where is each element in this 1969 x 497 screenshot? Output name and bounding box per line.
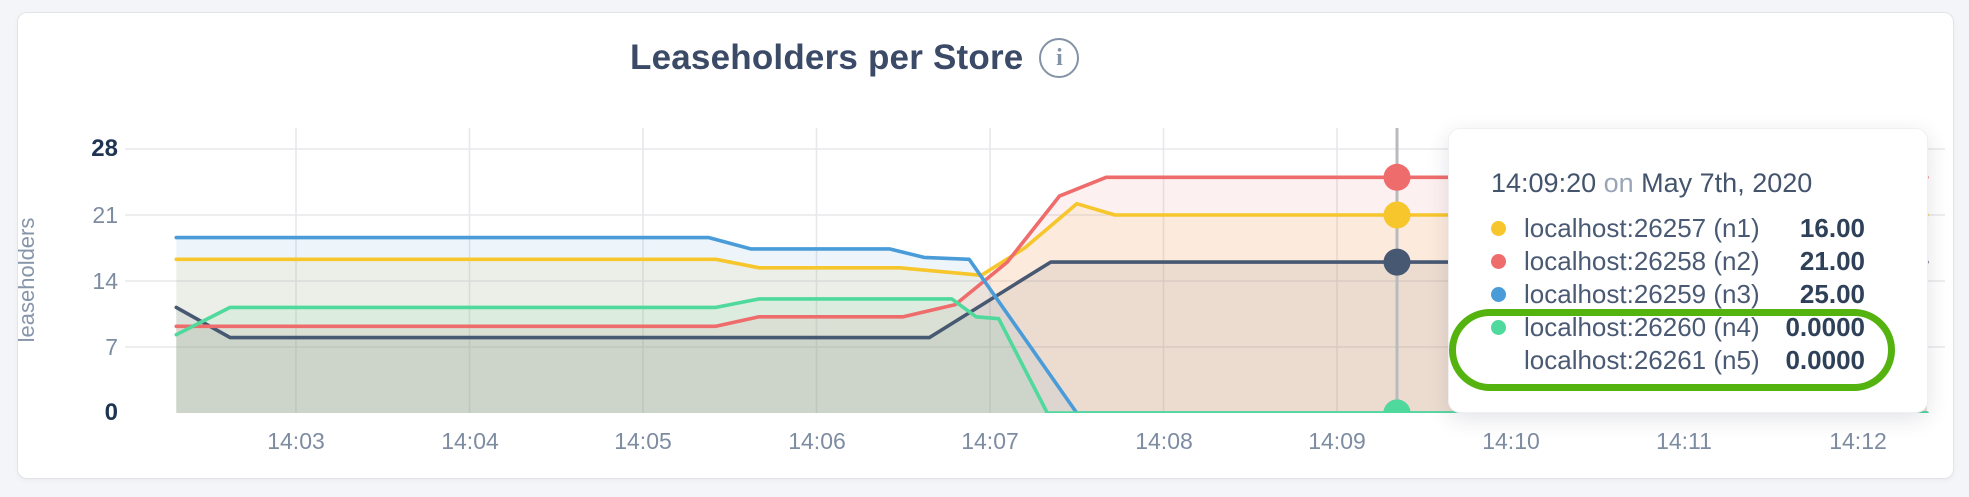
y-tick-28: 28 <box>91 135 118 162</box>
x-tick-1407: 14:07 <box>961 428 1019 454</box>
series-value: 0.0000 <box>1785 312 1865 342</box>
tooltip-row-n1: localhost:26257 (n1) 16.00 <box>1491 212 1865 245</box>
tooltip-row-n5: localhost:26261 (n5) 0.0000 <box>1491 344 1865 377</box>
x-tick-1409: 14:09 <box>1308 428 1366 454</box>
series-value: 16.00 <box>1799 213 1865 243</box>
y-tick-0: 0 <box>104 399 118 426</box>
series-dot-n3 <box>1491 287 1506 302</box>
series-dot-n4 <box>1491 320 1506 335</box>
x-tick-1408: 14:08 <box>1135 428 1193 454</box>
y-tick-21: 21 <box>92 202 118 228</box>
x-tick-1412: 14:12 <box>1829 428 1887 454</box>
series-value: 21.00 <box>1799 246 1865 276</box>
y-tick-7: 7 <box>105 334 118 360</box>
y-axis-title: leaseholders <box>14 217 39 343</box>
series-label: localhost:26261 (n5) <box>1524 345 1760 375</box>
series-label: localhost:26257 (n1) <box>1524 213 1760 243</box>
series-label: localhost:26259 (n3) <box>1524 279 1760 309</box>
x-tick-1410: 14:10 <box>1482 428 1540 454</box>
y-tick-14: 14 <box>92 268 118 294</box>
x-tick-1411: 14:11 <box>1656 428 1712 454</box>
series-label: localhost:26260 (n4) <box>1524 312 1760 342</box>
chart-title-row: Leaseholders per Store i <box>630 38 1080 78</box>
series-label: localhost:26258 (n2) <box>1524 246 1760 276</box>
tooltip-row-n4: localhost:26260 (n4) 0.0000 <box>1491 311 1865 344</box>
series-value: 25.00 <box>1799 279 1865 309</box>
tooltip-timestamp: 14:09:20 on May 7th, 2020 <box>1491 168 1813 198</box>
series-value: 0.0000 <box>1785 345 1865 375</box>
tooltip-row-n2: localhost:26258 (n2) 21.00 <box>1491 245 1865 278</box>
x-tick-1405: 14:05 <box>614 428 672 454</box>
series-dot-n2 <box>1491 254 1506 269</box>
info-icon[interactable]: i <box>1039 38 1080 78</box>
x-tick-1404: 14:04 <box>441 428 499 454</box>
series-dot-n5 <box>1491 353 1506 368</box>
hover-tooltip: 14:09:20 on May 7th, 2020 localhost:2625… <box>1448 128 1928 413</box>
chart-title: Leaseholders per Store <box>630 38 1024 77</box>
x-tick-1406: 14:06 <box>788 428 846 454</box>
series-dot-n1 <box>1491 221 1506 236</box>
x-tick-1403: 14:03 <box>267 428 325 454</box>
tooltip-row-n3: localhost:26259 (n3) 25.00 <box>1491 278 1865 311</box>
